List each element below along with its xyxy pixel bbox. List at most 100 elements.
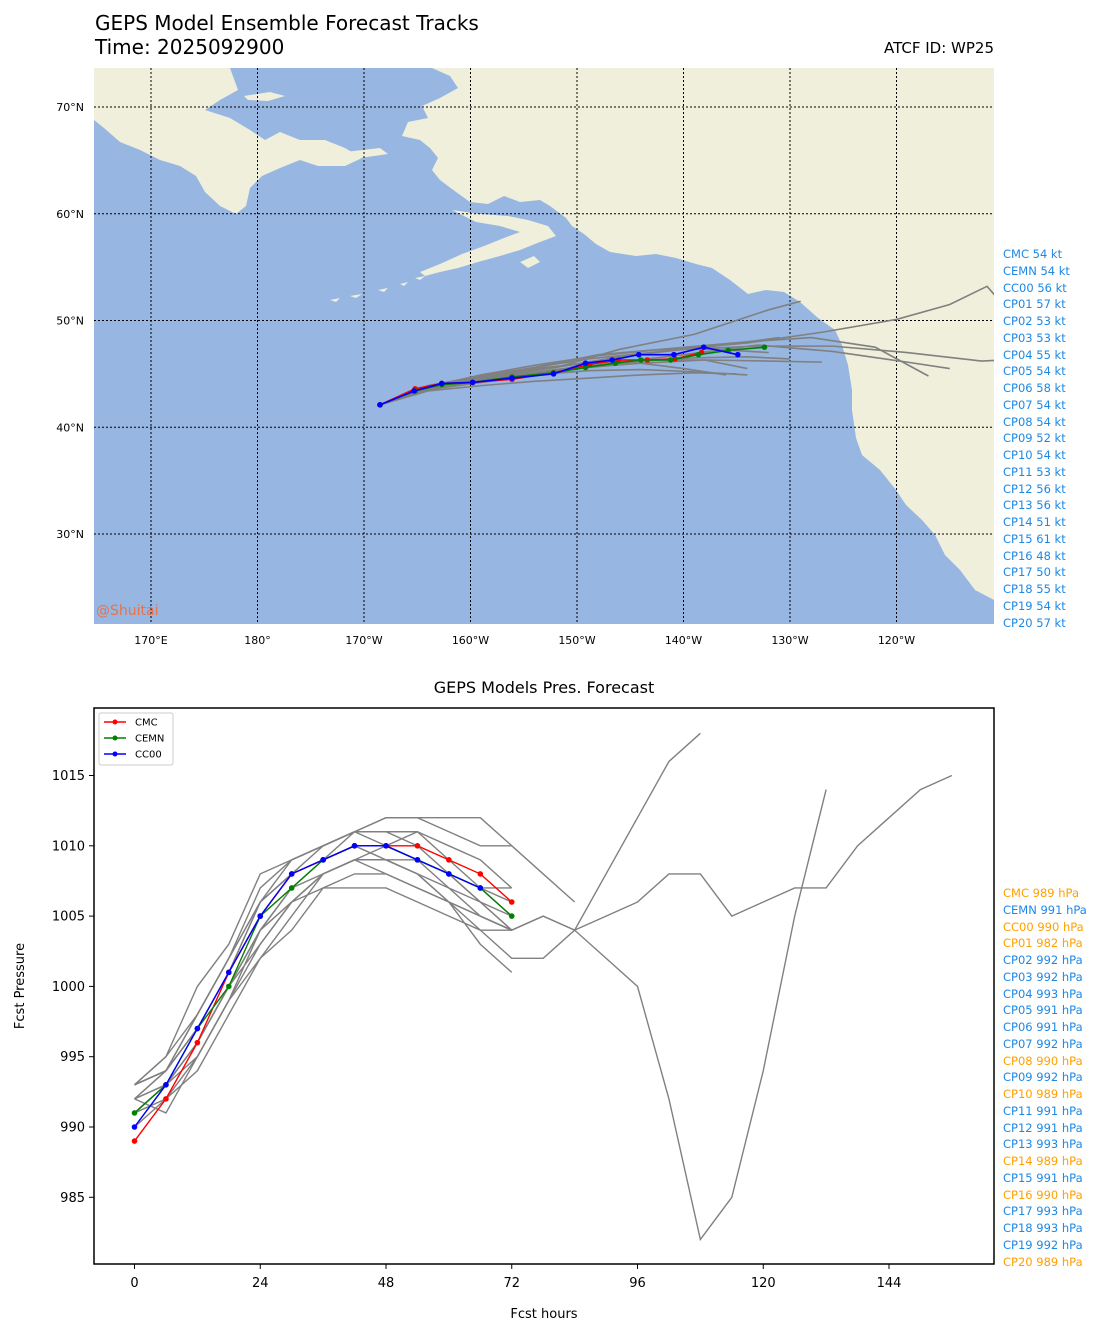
x-tick-label: 24 — [252, 1276, 269, 1291]
pressure-label: CP19 992 hPa — [1003, 1237, 1083, 1252]
intensity-label: CEMN 54 kt — [1003, 263, 1070, 278]
intensity-label: CP08 54 kt — [1003, 414, 1066, 429]
pressure-point-cc00 — [288, 871, 295, 877]
lat-tick-label: 40°N — [56, 421, 84, 434]
x-tick-label: 96 — [629, 1276, 646, 1291]
intensity-label: CP16 48 kt — [1003, 548, 1066, 563]
pressure-point-cemn — [131, 1110, 138, 1116]
pressure-point-cc00 — [351, 843, 358, 849]
track-point-cc00 — [411, 388, 417, 394]
pressure-point-cc00 — [257, 913, 264, 919]
map-gridlines — [94, 68, 994, 624]
track-point-cc00 — [582, 360, 589, 367]
lon-tick-label: 120°W — [878, 634, 915, 647]
intensity-label: CP07 54 kt — [1003, 397, 1066, 412]
pressure-label: CP05 991 hPa — [1003, 1003, 1083, 1018]
track-point-cemn — [582, 364, 589, 371]
intensity-label: CP12 56 kt — [1003, 481, 1066, 496]
pressure-point-cmc — [446, 857, 452, 863]
pressure-point-cmc — [131, 1138, 138, 1144]
intensity-label: CP14 51 kt — [1003, 515, 1066, 529]
lat-tick-label: 60°N — [56, 208, 84, 221]
pressure-point-cc00 — [131, 1124, 138, 1130]
intensity-label: CP02 53 kt — [1003, 314, 1066, 328]
track-point-cc00 — [635, 351, 642, 358]
pressure-label: CMC 989 hPa — [1003, 886, 1079, 900]
map-time-label: Time: 2025092900 — [95, 35, 285, 59]
pressure-label: CP17 993 hPa — [1003, 1204, 1083, 1219]
x-tick-label: 120 — [751, 1276, 776, 1291]
intensity-label: CP09 52 kt — [1003, 431, 1066, 446]
land-aleutians — [330, 276, 425, 302]
pressure-point-cc00 — [163, 1082, 169, 1088]
pressure-point-cemn — [288, 885, 295, 891]
intensity-label: CP13 56 kt — [1003, 498, 1066, 513]
map-tick-labels: 70°N 60°N 50°N 40°N 30°N 170°E 180° 170°W 160°W 1… — [56, 101, 915, 647]
map-title: GEPS Model Ensemble Forecast Tracks — [95, 11, 479, 35]
pressure-point-cmc — [194, 1039, 201, 1046]
land-island-st-lawrence — [345, 148, 388, 158]
track-point-cc00 — [700, 344, 707, 350]
pressure-legend: CMC CEMN CC00 — [98, 712, 174, 766]
pressure-label: CP07 992 hPa — [1003, 1036, 1083, 1051]
track-point-cc00 — [735, 351, 741, 358]
pressure-ensemble-line — [134, 816, 512, 1100]
intensity-label: CP19 54 kt — [1003, 598, 1066, 613]
land-kodiak — [520, 256, 540, 268]
track-point-cc00 — [550, 371, 557, 377]
legend-label-cc00: CC00 — [135, 750, 162, 761]
lon-tick-label: 170°W — [345, 634, 382, 647]
pressure-label: CP16 990 hPa — [1003, 1187, 1083, 1202]
y-tick-label: 1010 — [52, 839, 85, 854]
legend-marker-cemn — [112, 735, 118, 741]
highlight-tracks — [377, 344, 768, 408]
pressure-label: CP10 989 hPa — [1003, 1087, 1083, 1101]
lon-tick-label: 150°W — [558, 634, 595, 647]
intensity-label: CC00 56 kt — [1003, 280, 1067, 295]
x-tick-label: 72 — [503, 1276, 520, 1291]
lon-tick-label: 170°E — [134, 634, 167, 647]
pressure-label: CP11 991 hPa — [1003, 1103, 1083, 1118]
intensity-label: CP04 55 kt — [1003, 347, 1066, 362]
pressure-point-cmc — [414, 843, 421, 849]
legend-label-cmc: CMC — [135, 718, 158, 729]
legend-box — [98, 712, 174, 766]
watermark: @Shuitai — [96, 603, 159, 619]
pressure-label: CP09 992 hPa — [1003, 1070, 1083, 1085]
y-tick-label: 1000 — [52, 980, 85, 995]
intensity-label: CMC 54 kt — [1003, 247, 1063, 261]
pressure-axes: 0 24 48 72 96 120 144 985 990 995 1000 1005 1010 1015 — [52, 769, 902, 1291]
pressure-point-cemn — [508, 913, 515, 919]
lat-tick-label: 50°N — [56, 315, 84, 328]
pressure-label: CP04 993 hPa — [1003, 986, 1083, 1001]
intensity-label: CP06 58 kt — [1003, 381, 1066, 395]
land-alaska-peninsula — [420, 210, 556, 276]
intensity-label: CP10 54 kt — [1003, 448, 1066, 462]
pressure-label: CP20 989 hPa — [1003, 1254, 1083, 1269]
x-tick-label: 48 — [378, 1276, 395, 1291]
ensemble-track — [379, 372, 737, 406]
intensity-label: CP18 55 kt — [1003, 582, 1066, 596]
pressure-label: CP06 991 hPa — [1003, 1020, 1083, 1034]
pressure-x-axis-label: Fcst hours — [510, 1307, 577, 1322]
atcf-id-label: ATCF ID: WP25 — [883, 39, 994, 57]
track-point-cc00 — [438, 380, 445, 387]
pressure-ensemble-line — [134, 887, 512, 1128]
y-tick-label: 995 — [60, 1050, 85, 1065]
lon-tick-label: 160°W — [452, 634, 489, 647]
pressure-point-cc00 — [226, 969, 232, 976]
pressure-label: CP15 991 hPa — [1003, 1170, 1083, 1185]
legend-label-cemn: CEMN — [135, 734, 164, 745]
track-point-cc00 — [609, 357, 615, 363]
pressure-point-cc00 — [414, 857, 421, 863]
intensity-label: CP20 57 kt — [1003, 615, 1066, 630]
pressure-label: CP18 993 hPa — [1003, 1221, 1083, 1235]
track-point-cc00 — [469, 379, 476, 386]
track-point-cemn — [761, 344, 768, 350]
pressure-point-cmc — [508, 899, 515, 905]
track-point-cc00 — [509, 375, 515, 381]
pressure-point-cc00 — [320, 857, 326, 863]
pressure-point-cmc — [477, 871, 484, 877]
lon-tick-label: 140°W — [665, 634, 702, 647]
